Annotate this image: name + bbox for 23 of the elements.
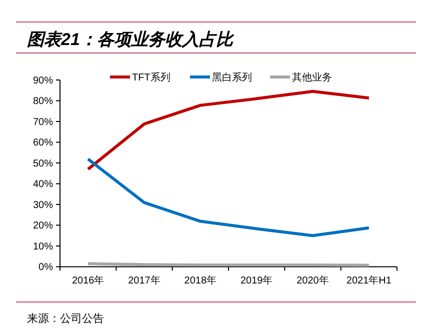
line-series	[86, 90, 370, 171]
legend-label: 其他业务	[292, 72, 332, 84]
y-tick-label: 0%	[38, 262, 54, 274]
x-tick-label: 2018年	[184, 274, 217, 287]
x-tick-label: 2016年	[72, 274, 104, 287]
source-note: 来源：公司公告	[27, 312, 104, 325]
y-tick-label: 60%	[32, 138, 54, 149]
x-tick-label: 2021年H1	[346, 274, 392, 287]
chart-title: 图表21：各项业务收入占比	[27, 30, 235, 49]
legend-label: 黑白系列	[212, 72, 252, 84]
y-tick-label: 20%	[32, 220, 54, 232]
x-tick-label: 2020年	[296, 274, 329, 287]
line-series	[86, 158, 370, 238]
y-tick-label: 10%	[32, 241, 54, 252]
legend-label: TFT系列	[132, 72, 170, 84]
y-tick-label: 80%	[32, 96, 54, 108]
y-tick-label: 40%	[32, 179, 54, 190]
x-tick-label: 2017年	[128, 274, 160, 287]
y-tick-label: 70%	[32, 116, 54, 128]
x-tick-label: 2019年	[240, 274, 273, 287]
y-tick-label: 50%	[32, 158, 54, 170]
y-tick-label: 90%	[32, 76, 54, 86]
y-tick-label: 30%	[32, 200, 54, 211]
